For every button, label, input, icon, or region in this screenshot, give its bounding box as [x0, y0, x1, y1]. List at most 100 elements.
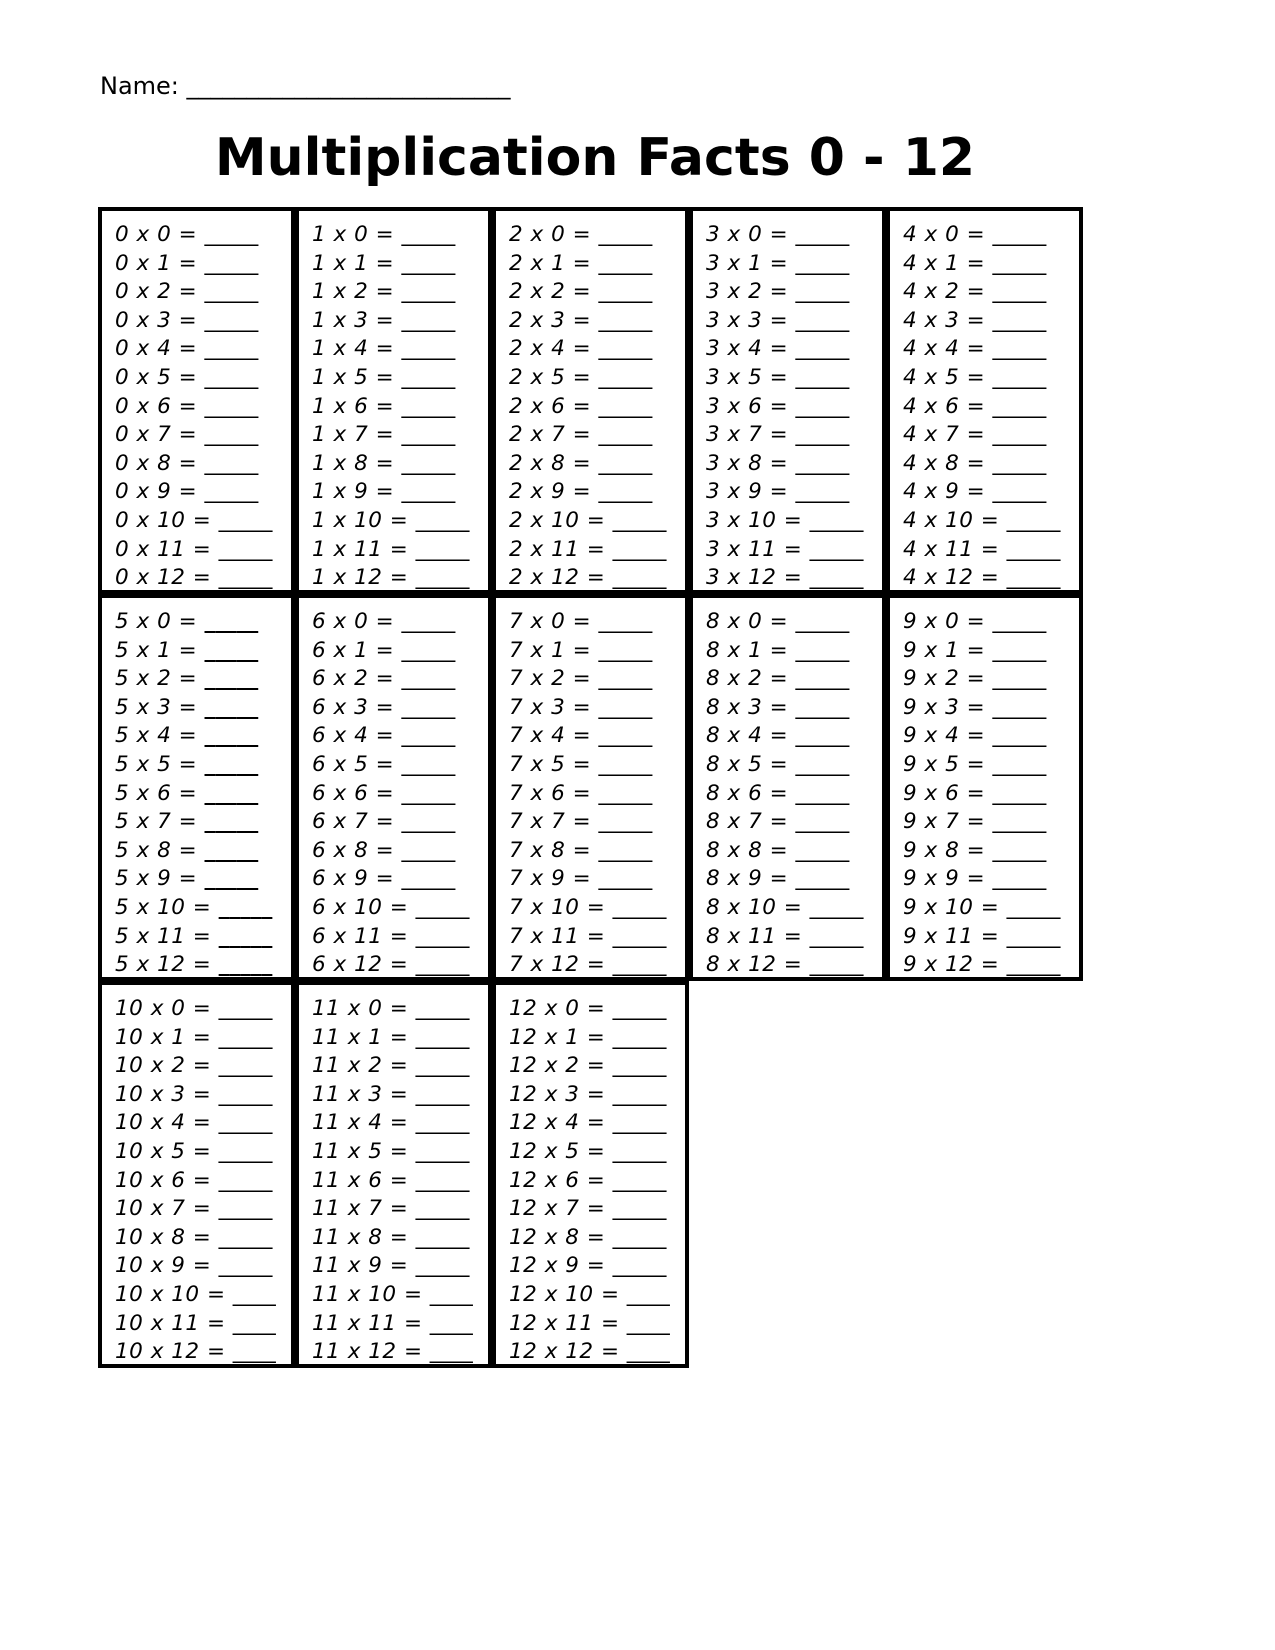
answer-blank[interactable]: ____: [429, 1281, 473, 1307]
answer-blank[interactable]: _____: [415, 1024, 470, 1050]
answer-blank[interactable]: _____: [401, 364, 456, 390]
answer-blank[interactable]: _____: [415, 1138, 470, 1164]
answer-blank[interactable]: _____: [992, 666, 1047, 692]
answer-blank[interactable]: _____: [204, 222, 259, 247]
answer-blank[interactable]: _____: [612, 536, 667, 562]
answer-blank[interactable]: _____: [204, 751, 259, 777]
answer-blank[interactable]: _____: [612, 1253, 667, 1279]
answer-blank[interactable]: _____: [795, 450, 850, 476]
answer-blank[interactable]: _____: [598, 666, 653, 692]
answer-blank[interactable]: _____: [598, 809, 653, 835]
answer-blank[interactable]: _____: [795, 751, 850, 777]
answer-blank[interactable]: _____: [204, 307, 259, 333]
answer-blank[interactable]: _____: [795, 279, 850, 305]
answer-blank[interactable]: _____: [401, 723, 456, 749]
answer-blank[interactable]: _____: [809, 565, 864, 591]
answer-blank[interactable]: _____: [401, 250, 456, 276]
answer-blank[interactable]: _____: [992, 364, 1047, 390]
answer-blank[interactable]: _____: [809, 923, 864, 949]
answer-blank[interactable]: _____: [415, 507, 470, 533]
answer-blank[interactable]: _____: [795, 364, 850, 390]
answer-blank[interactable]: _____: [598, 307, 653, 333]
answer-blank[interactable]: _____: [401, 479, 456, 505]
answer-blank[interactable]: _____: [809, 507, 864, 533]
answer-blank[interactable]: _____: [612, 1196, 667, 1222]
answer-blank[interactable]: _____: [992, 393, 1047, 419]
answer-blank[interactable]: _____: [401, 279, 456, 305]
answer-blank[interactable]: _____: [598, 250, 653, 276]
answer-blank[interactable]: _____: [1006, 565, 1061, 591]
answer-blank[interactable]: _____: [992, 279, 1047, 305]
answer-blank[interactable]: _____: [612, 952, 667, 978]
answer-blank[interactable]: _____: [992, 694, 1047, 720]
answer-blank[interactable]: _____: [612, 894, 667, 920]
answer-blank[interactable]: _____: [992, 479, 1047, 505]
answer-blank[interactable]: _____: [612, 996, 667, 1021]
answer-blank[interactable]: _____: [598, 637, 653, 663]
answer-blank[interactable]: _____: [401, 780, 456, 806]
answer-blank[interactable]: _____: [204, 450, 259, 476]
answer-blank[interactable]: _____: [992, 307, 1047, 333]
answer-blank[interactable]: _____: [204, 837, 259, 863]
answer-blank[interactable]: _____: [992, 837, 1047, 863]
answer-blank[interactable]: _____: [218, 1224, 273, 1250]
answer-blank[interactable]: _____: [415, 1081, 470, 1107]
answer-blank[interactable]: _____: [218, 1138, 273, 1164]
answer-blank[interactable]: _____: [612, 1167, 667, 1193]
answer-blank[interactable]: ____: [626, 1310, 670, 1336]
answer-blank[interactable]: _____: [204, 809, 259, 835]
answer-blank[interactable]: _____: [401, 307, 456, 333]
answer-blank[interactable]: _____: [809, 894, 864, 920]
answer-blank[interactable]: _____: [598, 222, 653, 247]
answer-blank[interactable]: _____: [795, 866, 850, 892]
answer-blank[interactable]: _____: [612, 1138, 667, 1164]
answer-blank[interactable]: _____: [218, 1024, 273, 1050]
answer-blank[interactable]: _____: [218, 1110, 273, 1136]
answer-blank[interactable]: _____: [992, 780, 1047, 806]
answer-blank[interactable]: ____: [429, 1310, 473, 1336]
answer-blank[interactable]: _____: [415, 536, 470, 562]
answer-blank[interactable]: _____: [795, 307, 850, 333]
answer-blank[interactable]: _____: [992, 751, 1047, 777]
answer-blank[interactable]: _____: [204, 250, 259, 276]
answer-blank[interactable]: _____: [218, 536, 273, 562]
answer-blank[interactable]: _____: [795, 422, 850, 448]
answer-blank[interactable]: _____: [795, 393, 850, 419]
answer-blank[interactable]: _____: [992, 723, 1047, 749]
answer-blank[interactable]: _____: [218, 1081, 273, 1107]
answer-blank[interactable]: _____: [795, 479, 850, 505]
answer-blank[interactable]: _____: [598, 694, 653, 720]
answer-blank[interactable]: _____: [218, 952, 273, 978]
answer-blank[interactable]: _____: [204, 866, 259, 892]
answer-blank[interactable]: ____: [429, 1339, 473, 1365]
answer-blank[interactable]: _____: [218, 996, 273, 1021]
answer-blank[interactable]: _____: [992, 422, 1047, 448]
answer-blank[interactable]: _____: [612, 1053, 667, 1079]
answer-blank[interactable]: _____: [598, 866, 653, 892]
answer-blank[interactable]: _____: [992, 450, 1047, 476]
answer-blank[interactable]: _____: [218, 1167, 273, 1193]
answer-blank[interactable]: _____: [401, 422, 456, 448]
answer-blank[interactable]: _____: [795, 809, 850, 835]
answer-blank[interactable]: _____: [612, 507, 667, 533]
answer-blank[interactable]: _____: [795, 666, 850, 692]
answer-blank[interactable]: _____: [795, 694, 850, 720]
answer-blank[interactable]: _____: [415, 565, 470, 591]
answer-blank[interactable]: _____: [204, 279, 259, 305]
answer-blank[interactable]: _____: [218, 894, 273, 920]
answer-blank[interactable]: _____: [415, 1053, 470, 1079]
answer-blank[interactable]: _____: [598, 279, 653, 305]
answer-blank[interactable]: _____: [401, 809, 456, 835]
answer-blank[interactable]: ____: [232, 1310, 276, 1336]
name-field[interactable]: Name: ___________________________: [100, 72, 511, 100]
answer-blank[interactable]: _____: [401, 336, 456, 362]
answer-blank[interactable]: _____: [401, 694, 456, 720]
answer-blank[interactable]: _____: [218, 1053, 273, 1079]
answer-blank[interactable]: _____: [218, 565, 273, 591]
answer-blank[interactable]: _____: [992, 336, 1047, 362]
answer-blank[interactable]: ____: [232, 1281, 276, 1307]
answer-blank[interactable]: _____: [218, 1253, 273, 1279]
answer-blank[interactable]: _____: [612, 1081, 667, 1107]
answer-blank[interactable]: _____: [204, 637, 259, 663]
answer-blank[interactable]: _____: [415, 996, 470, 1021]
